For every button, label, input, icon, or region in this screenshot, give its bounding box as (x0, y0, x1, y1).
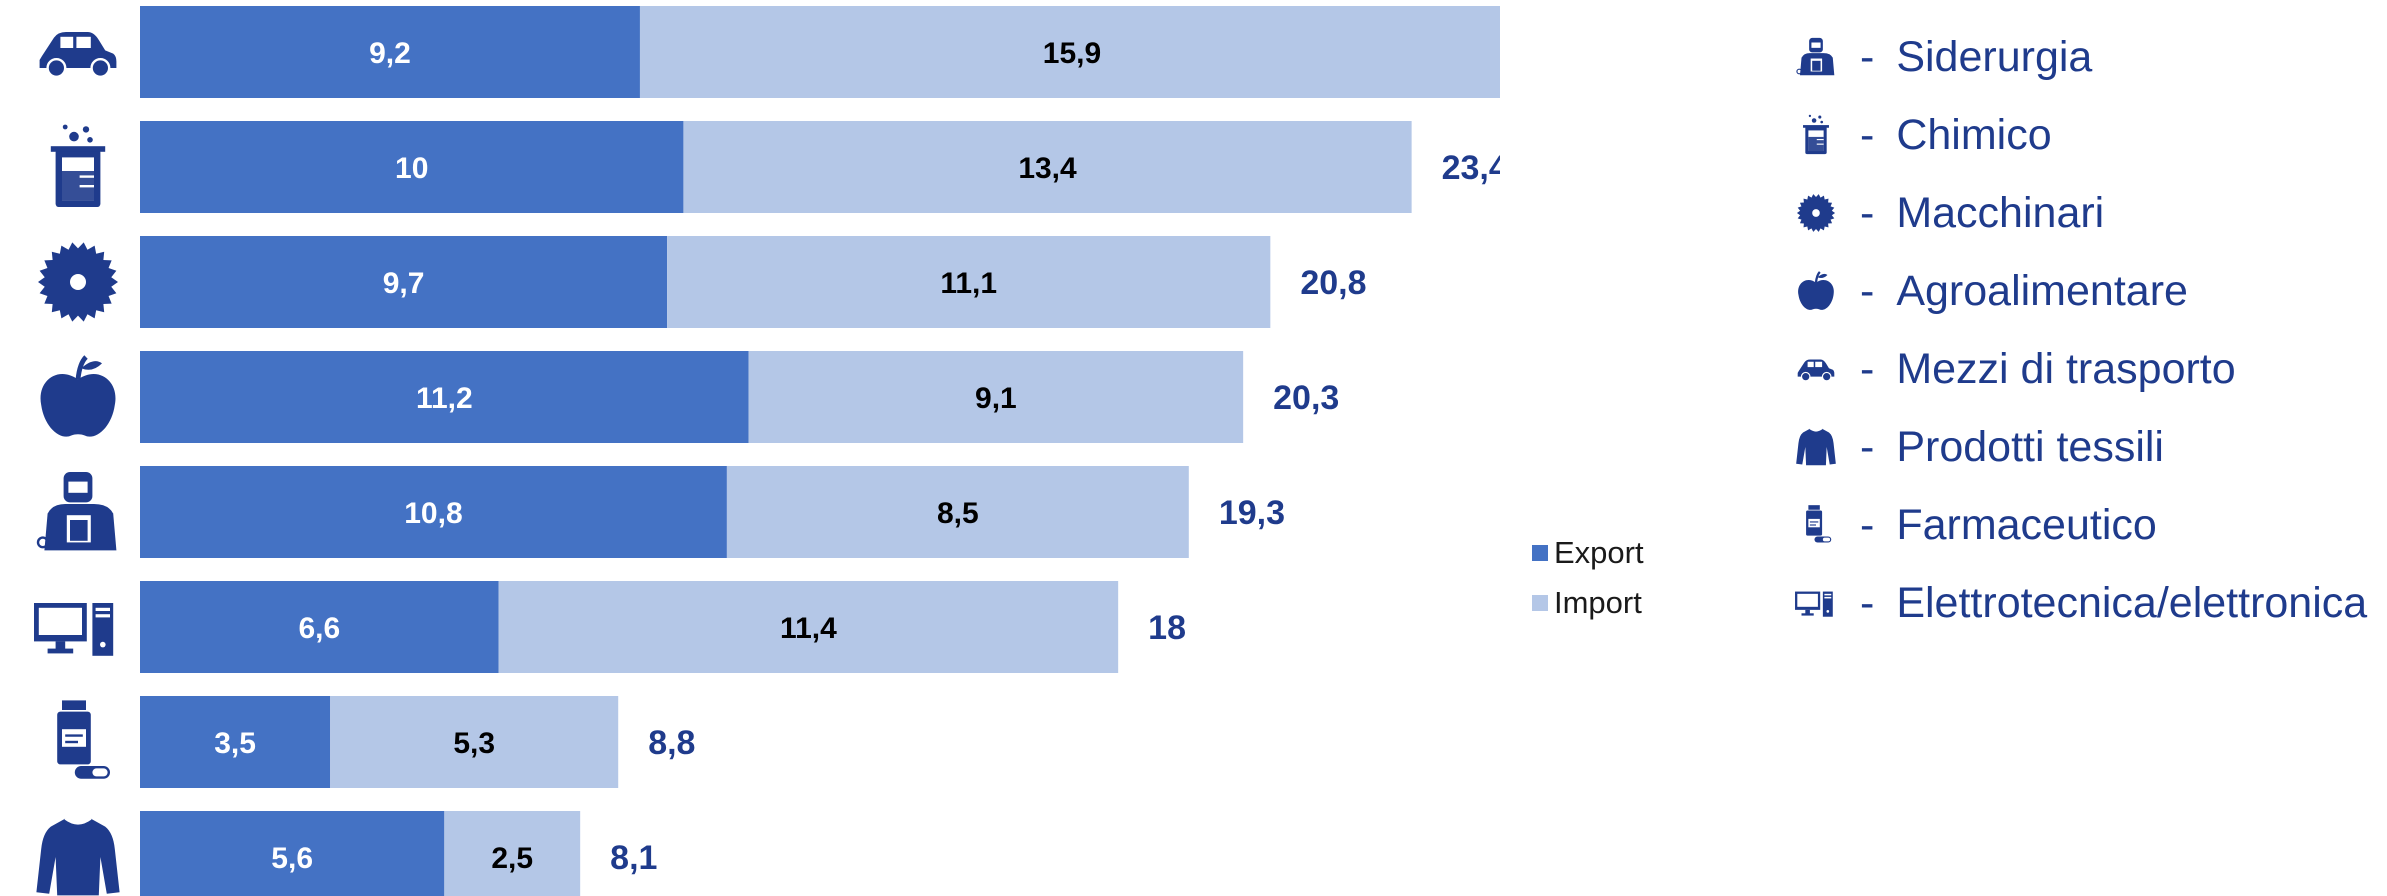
key-item-chimico: - Chimico (1790, 96, 2367, 174)
total-label: 20,8 (1300, 264, 1366, 302)
bar-export (140, 466, 727, 558)
beaker-icon (50, 124, 106, 207)
key-label: Siderurgia (1896, 32, 2093, 81)
key-item-farmaceutico: - Farmaceutico (1790, 486, 2367, 564)
sector-key: - Siderurgia - Chimico - Macchinari - Ag… (1790, 18, 2367, 642)
car-icon (39, 32, 117, 79)
legend-swatch-export (1532, 545, 1548, 561)
key-sep: - (1860, 32, 1875, 81)
total-label: 18 (1148, 609, 1186, 647)
key-label: Elettrotecnica/elettronica (1896, 578, 2368, 627)
sweater-icon (36, 817, 120, 896)
computer-icon (34, 603, 114, 656)
key-item-siderurgia: - Siderurgia (1790, 18, 2367, 96)
key-sep: - (1860, 344, 1875, 393)
bar-import (667, 236, 1271, 328)
key-item-mezzi-di-trasporto: - Mezzi di trasporto (1790, 330, 2367, 408)
key-sep: - (1860, 188, 1875, 237)
total-label: 23,4 (1442, 149, 1500, 187)
legend-item-export: Export (1532, 528, 1644, 578)
total-label: 8,8 (648, 724, 695, 762)
bar-import (330, 696, 619, 788)
data-label-export: 11,2 (416, 382, 473, 415)
data-label-import: 15,9 (1043, 37, 1101, 70)
pill-bottle-icon (1790, 498, 1860, 552)
bar-import (498, 581, 1119, 673)
worker-icon (36, 472, 117, 551)
bar-import (748, 351, 1244, 443)
key-sep: - (1860, 422, 1875, 471)
key-sep: - (1860, 578, 1875, 627)
data-label-import: 11,1 (940, 267, 997, 300)
chart-legend: Export Import (1532, 528, 1644, 628)
bar-import (444, 811, 581, 896)
total-label: 20,3 (1273, 379, 1339, 417)
data-label-import: 8,5 (937, 497, 979, 530)
bar-export (140, 121, 684, 213)
worker-icon (1790, 30, 1860, 84)
data-label-export: 9,2 (369, 37, 411, 70)
key-label: Prodotti tessili (1896, 422, 2164, 471)
data-label-export: 9,7 (383, 267, 425, 300)
bar-export (140, 236, 668, 328)
key-item-macchinari: - Macchinari (1790, 174, 2367, 252)
pill-bottle-icon (57, 700, 110, 779)
data-label-export: 6,6 (298, 612, 340, 645)
data-label-import: 2,5 (491, 842, 533, 875)
key-sep: - (1860, 500, 1875, 549)
gear-icon (38, 242, 118, 322)
data-label-import: 13,4 (1018, 152, 1077, 185)
data-label-export: 3,5 (214, 727, 256, 760)
data-label-export: 5,6 (271, 842, 313, 875)
key-label: Mezzi di trasporto (1896, 344, 2236, 393)
bar-import (683, 121, 1412, 213)
key-label: Agroalimentare (1896, 266, 2188, 315)
bar-import (639, 6, 1500, 98)
data-label-export: 10 (395, 152, 428, 185)
gear-icon (1790, 186, 1860, 240)
legend-item-import: Import (1532, 578, 1644, 628)
key-sep: - (1860, 110, 1875, 159)
total-label: 8,1 (610, 839, 657, 877)
sweater-icon (1790, 420, 1860, 474)
bar-export (140, 6, 640, 98)
total-label: 19,3 (1219, 494, 1285, 532)
key-label: Farmaceutico (1896, 500, 2157, 549)
apple-icon (1790, 264, 1860, 318)
bar-export (140, 811, 445, 896)
key-label: Chimico (1896, 110, 2052, 159)
data-label-import: 11,4 (780, 612, 837, 645)
data-label-import: 9,1 (975, 382, 1017, 415)
car-icon (1790, 342, 1860, 396)
key-item-prodotti-tessili: - Prodotti tessili (1790, 408, 2367, 486)
legend-label-export: Export (1554, 535, 1644, 570)
computer-icon (1790, 576, 1860, 630)
bar-export (140, 696, 331, 788)
key-item-agroalimentare: - Agroalimentare (1790, 252, 2367, 330)
data-label-export: 10,8 (404, 497, 462, 530)
bar-import (726, 466, 1189, 558)
apple-icon (40, 355, 116, 437)
legend-swatch-import (1532, 595, 1548, 611)
key-item-elettrotecnica: - Elettrotecnica/elettronica (1790, 564, 2367, 642)
key-label: Macchinari (1896, 188, 2105, 237)
beaker-icon (1790, 108, 1860, 162)
bar-export (140, 581, 499, 673)
key-sep: - (1860, 266, 1875, 315)
bar-export (140, 351, 749, 443)
legend-label-import: Import (1554, 585, 1642, 620)
data-label-import: 5,3 (453, 727, 495, 760)
